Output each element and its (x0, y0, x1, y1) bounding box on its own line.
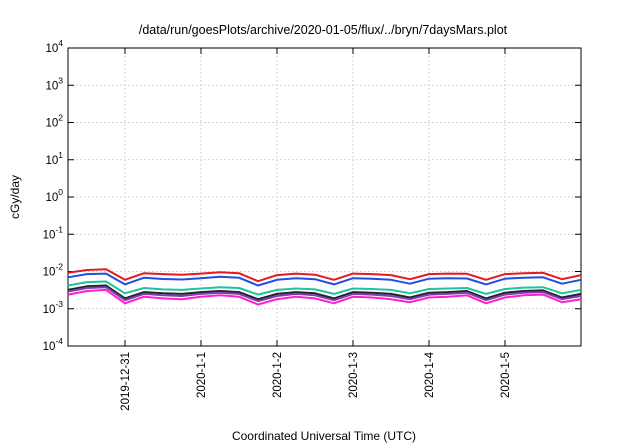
x-tick-label: 2019-12-31 (120, 352, 132, 411)
series-line-2 (67, 272, 582, 287)
y-tick-label: 10-1 (43, 224, 64, 241)
y-tick-label: 100 (45, 187, 63, 204)
series-line-6 (67, 288, 582, 306)
y-tick-label: 103 (45, 75, 63, 92)
x-tick-label: 2020-1-2 (272, 352, 284, 398)
y-tick-label: 10-3 (43, 299, 64, 316)
x-tick-label: 2020-1-3 (348, 352, 360, 398)
y-tick-label: 102 (45, 113, 63, 130)
y-axis-label: cGy/day (8, 175, 22, 219)
y-tick-label: 10-4 (43, 336, 64, 353)
x-tick-label: 2020-1-5 (500, 352, 512, 398)
series-line-3 (67, 280, 582, 296)
series-group (67, 268, 582, 306)
chart-title: /data/run/goesPlots/archive/2020-01-05/f… (139, 23, 508, 37)
x-tick-label: 2020-1-4 (424, 351, 436, 398)
y-tick-label: 104 (45, 38, 63, 55)
series-line-4 (67, 284, 582, 301)
x-axis-label: Coordinated Universal Time (UTC) (232, 429, 416, 443)
y-tick-label: 101 (45, 150, 63, 167)
y-axis: 10-4 10-3 10-2 10-1 100 101 102 103 104 (43, 38, 581, 353)
series-line-5 (67, 286, 582, 303)
x-tick-label: 2020-1-1 (196, 352, 208, 398)
x-axis: 2019-12-31 2020-1-1 2020-1-2 2020-1-3 2020-1… (120, 48, 512, 411)
grid (68, 48, 581, 346)
series-line-1 (67, 268, 582, 283)
y-tick-label: 10-2 (43, 262, 64, 279)
